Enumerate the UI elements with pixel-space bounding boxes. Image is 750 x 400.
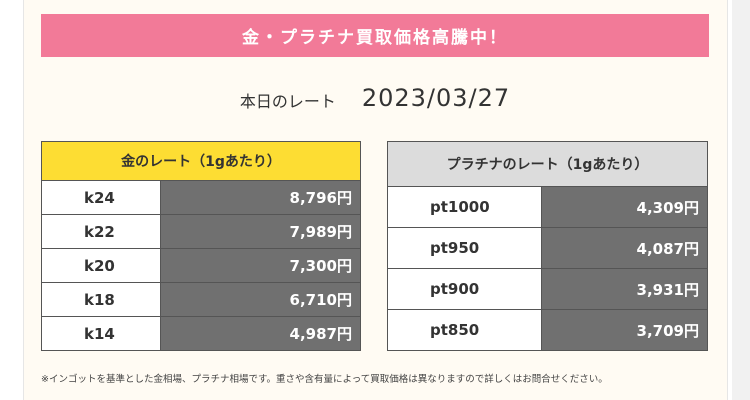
- price-surge-banner: 金・プラチナ買取価格高騰中！: [41, 14, 709, 57]
- table-row: pt1000 4,309円: [387, 186, 708, 228]
- gold-table-header: 金のレート（1gあたり）: [41, 141, 361, 181]
- platinum-price: 3,709円: [541, 309, 708, 351]
- scrollbar[interactable]: [732, 0, 750, 400]
- table-row: k24 8,796円: [41, 180, 361, 215]
- platinum-grade: pt850: [387, 309, 542, 351]
- table-row: pt900 3,931円: [387, 268, 708, 310]
- table-row: k18 6,710円: [41, 282, 361, 317]
- platinum-grade: pt950: [387, 227, 542, 269]
- platinum-rate-table: プラチナのレート（1gあたり） pt1000 4,309円 pt950 4,08…: [387, 141, 708, 351]
- gold-price: 6,710円: [160, 282, 361, 317]
- platinum-grade: pt900: [387, 268, 542, 310]
- gold-price: 8,796円: [160, 180, 361, 215]
- platinum-price: 3,931円: [541, 268, 708, 310]
- date-label: 本日のレート: [239, 92, 336, 111]
- gold-karat: k14: [41, 316, 161, 351]
- gold-karat: k24: [41, 180, 161, 215]
- gold-price: 7,989円: [160, 214, 361, 249]
- platinum-price: 4,087円: [541, 227, 708, 269]
- footnote: ※インゴットを基準とした金相場、プラチナ相場です。重さや含有量によって買取価格は…: [41, 374, 608, 385]
- gold-karat: k20: [41, 248, 161, 283]
- rate-date-row: 本日のレート 2023/03/27: [0, 80, 750, 116]
- table-row: k20 7,300円: [41, 248, 361, 283]
- gold-price: 4,987円: [160, 316, 361, 351]
- platinum-grade: pt1000: [387, 186, 542, 228]
- gold-rate-table: 金のレート（1gあたり） k24 8,796円 k22 7,989円 k20 7…: [41, 141, 361, 351]
- table-row: pt950 4,087円: [387, 227, 708, 269]
- gold-price: 7,300円: [160, 248, 361, 283]
- platinum-table-header: プラチナのレート（1gあたり）: [387, 141, 708, 187]
- table-row: k22 7,989円: [41, 214, 361, 249]
- gold-karat: k18: [41, 282, 161, 317]
- table-row: pt850 3,709円: [387, 309, 708, 351]
- platinum-price: 4,309円: [541, 186, 708, 228]
- table-row: k14 4,987円: [41, 316, 361, 351]
- date-value: 2023/03/27: [361, 84, 511, 112]
- gold-karat: k22: [41, 214, 161, 249]
